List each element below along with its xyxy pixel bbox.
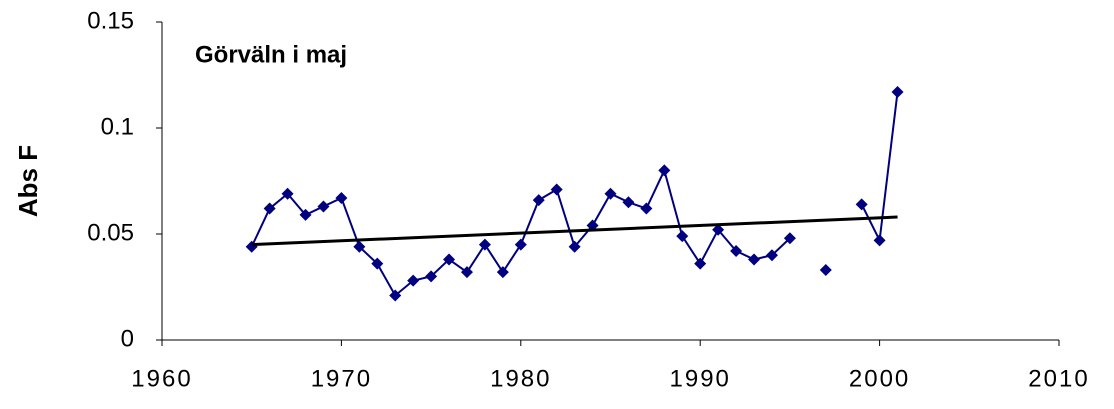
data-point: [604, 187, 617, 200]
x-tick-label: 1980: [490, 365, 551, 392]
x-tick-label: 2010: [1028, 365, 1089, 392]
data-point: [443, 253, 456, 266]
data-point: [460, 266, 473, 279]
y-tick-label: 0.05: [87, 219, 134, 246]
data-point: [335, 191, 348, 204]
data-point: [568, 240, 581, 253]
data-point: [532, 194, 545, 207]
data-point: [748, 253, 761, 266]
data-point: [658, 164, 671, 177]
x-tick-label: 1970: [311, 365, 372, 392]
x-tick-label: 1960: [131, 365, 192, 392]
data-point: [712, 223, 725, 236]
data-point: [765, 249, 778, 262]
data-point: [299, 208, 312, 221]
data-point: [371, 257, 384, 270]
data-point: [245, 240, 258, 253]
data-point: [694, 257, 707, 270]
x-tick-label: 1990: [670, 365, 731, 392]
data-point: [730, 244, 743, 257]
chart-title: Görväln i maj: [195, 41, 347, 68]
data-point: [819, 264, 832, 277]
data-point: [873, 234, 886, 247]
trend-line: [251, 215, 898, 247]
data-point: [263, 202, 276, 215]
data-point: [514, 238, 527, 251]
data-point: [640, 202, 653, 215]
data-point: [425, 270, 438, 283]
data-point: [281, 187, 294, 200]
x-tick-label: 2000: [849, 365, 910, 392]
data-point: [317, 200, 330, 213]
y-tick-label: 0.1: [101, 113, 134, 140]
data-point: [478, 238, 491, 251]
data-point: [496, 266, 509, 279]
series-line: [250, 91, 899, 298]
data-point: [891, 85, 904, 98]
data-point: [550, 183, 563, 196]
data-point: [855, 198, 868, 211]
data-point: [389, 289, 402, 302]
data-point: [353, 240, 366, 253]
data-point: [622, 196, 635, 209]
data-point: [676, 230, 689, 243]
y-tick-label: 0: [121, 325, 134, 352]
data-point: [407, 274, 420, 287]
y-axis-label: Abs F: [13, 145, 43, 217]
y-tick-label: 0.15: [87, 7, 134, 34]
data-point: [783, 232, 796, 245]
